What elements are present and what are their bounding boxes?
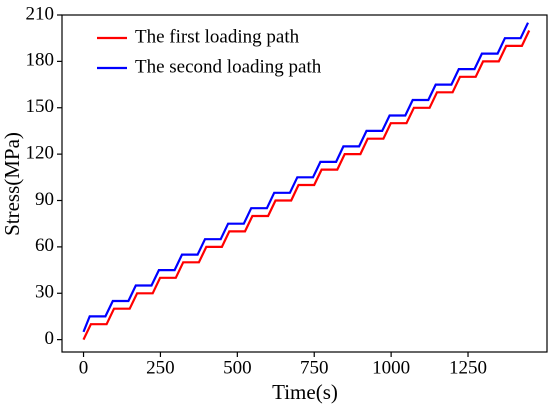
legend-label: The first loading path — [135, 26, 300, 47]
y-tick-label: 180 — [26, 50, 55, 71]
line-series — [82, 22, 529, 333]
y-axis-label: Stress(MPa) — [0, 132, 24, 236]
x-tick-label: 1250 — [449, 357, 487, 378]
y-tick-label: 0 — [45, 328, 55, 349]
line-series — [82, 30, 531, 341]
x-tick-label: 250 — [146, 357, 175, 378]
y-tick-label: 120 — [26, 142, 55, 163]
legend-label: The second loading path — [135, 56, 322, 77]
x-tick-label: 1000 — [372, 357, 410, 378]
x-axis-label: Time(s) — [272, 380, 338, 404]
plot-frame — [61, 14, 548, 353]
y-tick-label: 30 — [35, 282, 54, 303]
y-tick-label: 90 — [35, 189, 54, 210]
y-tick-label: 150 — [26, 96, 55, 117]
x-tick-label: 750 — [300, 357, 329, 378]
y-tick-label: 60 — [35, 235, 54, 256]
x-tick-label: 500 — [223, 357, 252, 378]
x-tick-label: 0 — [79, 357, 89, 378]
y-tick-label: 210 — [26, 3, 55, 24]
